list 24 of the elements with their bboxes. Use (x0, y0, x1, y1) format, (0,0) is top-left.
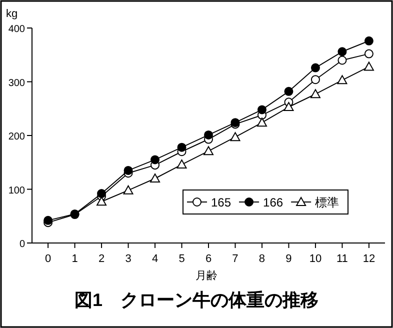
text: 図1 クローン牛の体重の推移 (74, 290, 319, 310)
x-axis-title: 月齢 (196, 270, 218, 282)
y-tick-label: 400 (8, 24, 26, 35)
x-tick-label: 4 (152, 253, 158, 265)
y-tick-label: 300 (8, 78, 26, 89)
legend-label: 165 (211, 196, 232, 210)
x-tick-label: 12 (362, 253, 376, 265)
x-tick-label: 2 (98, 253, 105, 265)
x-tick-label: 5 (178, 253, 185, 265)
x-tick-label: 6 (205, 253, 212, 265)
y-axis-title: kg (6, 8, 18, 20)
y-tick-label: 100 (8, 185, 26, 196)
x-tick-label: 11 (336, 253, 348, 265)
y-tick-label: 200 (8, 132, 26, 142)
x-tick-label: 3 (125, 253, 132, 265)
y-tick-label: 0 (19, 239, 26, 250)
x-tick-label: 9 (286, 253, 292, 265)
x-tick-label: 10 (309, 253, 322, 265)
x-tick-label: 7 (232, 253, 238, 265)
x-tick-label: 1 (72, 253, 78, 265)
legend-label: 166 (263, 196, 284, 210)
legend-label: 標準 (315, 196, 340, 210)
x-tick-label: 0 (44, 253, 52, 265)
x-tick-label: 8 (258, 253, 266, 265)
